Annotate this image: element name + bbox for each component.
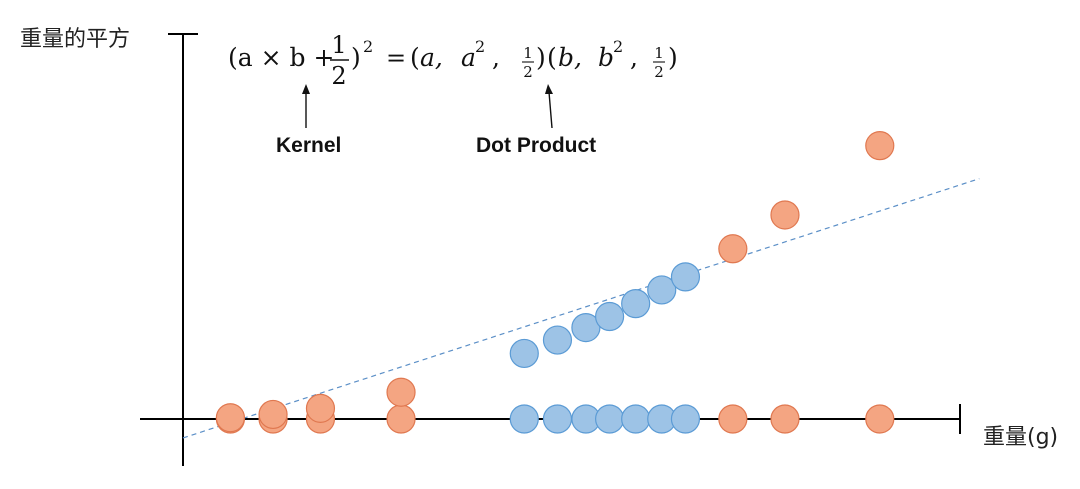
- blue-point-2d: [647, 275, 677, 305]
- dot-product-arrow: [545, 84, 553, 129]
- orange-point-2d: [718, 234, 748, 264]
- x-axis-label: 重量(g): [983, 425, 1058, 450]
- orange-point-1d: [718, 404, 748, 434]
- formula-lhs-exp: 2: [363, 37, 373, 56]
- formula-v1-a: a,: [420, 43, 443, 72]
- formula-lhs-open: (a × b +: [228, 43, 334, 72]
- orange-point-2d: [305, 393, 336, 423]
- separating-line: [182, 178, 980, 439]
- orange-point-1d: [770, 404, 800, 434]
- formula-v2-b2-exp: 2: [613, 37, 623, 56]
- orange-point-2d: [258, 399, 288, 430]
- formula-v1-frac-den: 2: [523, 63, 533, 81]
- formula-v2-b2: b: [598, 43, 614, 72]
- orange-point-1d: [386, 404, 416, 434]
- formula-v2-frac-den: 2: [654, 63, 664, 81]
- blue-point-1d: [542, 404, 573, 434]
- formula-v1-comma: ,: [492, 43, 500, 72]
- blue-point-2d: [571, 313, 601, 343]
- blue-point-2d: [670, 262, 701, 292]
- formula-v1-a2-exp: 2: [475, 37, 485, 56]
- blue-point-2d: [542, 325, 573, 355]
- formula-lhs-frac-den: 2: [331, 62, 346, 90]
- orange-point-2d: [215, 403, 245, 433]
- y-axis-label: 重量的平方: [20, 27, 130, 52]
- blue-point-2d: [509, 338, 539, 369]
- kernel-arrow: [302, 84, 310, 128]
- formula-v2-comma: ,: [630, 43, 638, 72]
- svg-text:(a × b +: (a × b +: [228, 43, 334, 72]
- blue-point-1d: [621, 404, 651, 434]
- formula-v1-a2: a: [461, 43, 476, 72]
- blue-point-2d: [594, 301, 625, 332]
- formula-v1-open: (: [410, 43, 420, 72]
- kernel-formula: (a × b + 1 2 ) 2 = ( a, a 2 , 1 2 ) ( b,…: [228, 31, 678, 90]
- points-2d: [215, 131, 895, 433]
- formula-v2-close: ): [668, 43, 678, 72]
- blue-point-1d: [509, 404, 539, 434]
- formula-v1-close: ): [536, 43, 546, 72]
- formula-v2-open: (: [547, 43, 557, 72]
- formula-v2-frac-num: 1: [654, 44, 664, 62]
- orange-point-2d: [386, 377, 416, 407]
- formula-lhs-close: ): [351, 43, 361, 72]
- formula-lhs-frac-num: 1: [331, 31, 346, 59]
- formula-equals: =: [386, 44, 406, 72]
- blue-point-1d: [670, 404, 701, 434]
- orange-point-2d: [770, 200, 800, 230]
- formula-v2-b: b,: [558, 43, 582, 72]
- formula-v1-frac-num: 1: [523, 44, 533, 62]
- orange-point-1d: [865, 404, 895, 434]
- orange-point-2d: [865, 131, 895, 161]
- blue-point-1d: [594, 404, 625, 434]
- blue-point-2d: [621, 289, 651, 319]
- kernel-label: Kernel: [276, 134, 341, 157]
- dot-product-label: Dot Product: [476, 134, 596, 157]
